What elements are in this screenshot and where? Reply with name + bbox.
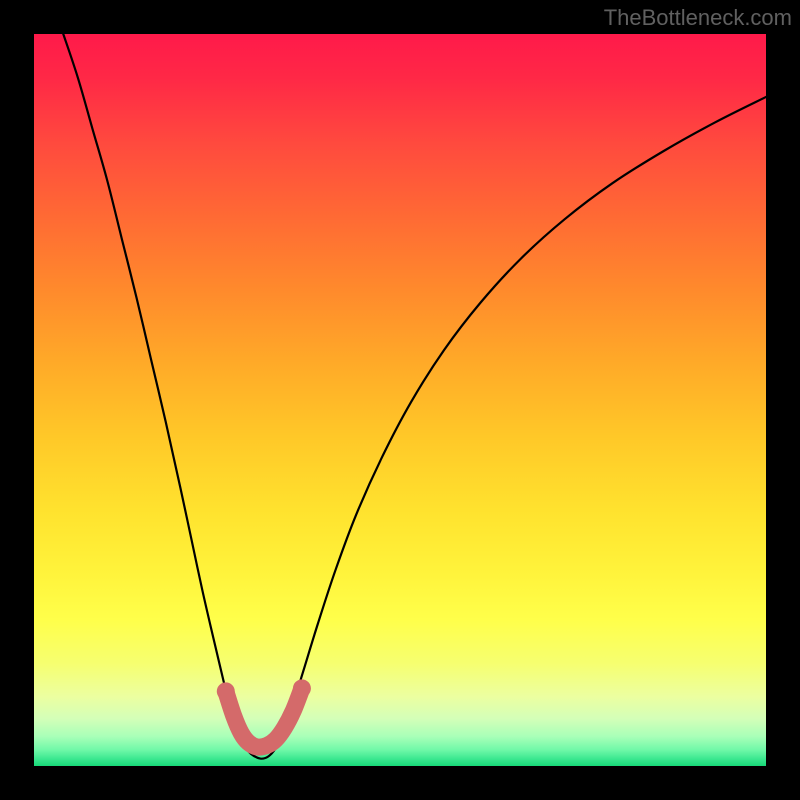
- chart-frame: [34, 34, 766, 766]
- chart-svg: [34, 34, 766, 766]
- optimal-range-endpoint-right: [293, 679, 311, 697]
- gradient-background: [34, 34, 766, 766]
- optimal-range-endpoint-left: [217, 682, 235, 700]
- watermark-text: TheBottleneck.com: [604, 5, 792, 31]
